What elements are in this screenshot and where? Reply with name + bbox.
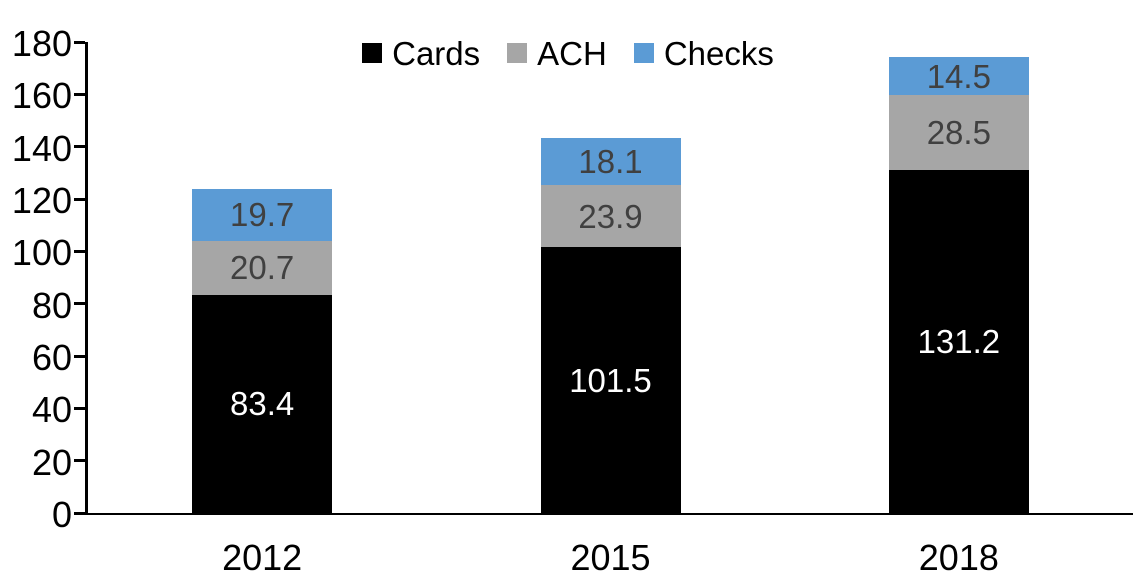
legend-label: Cards bbox=[392, 34, 481, 72]
bar-segment-checks-2015: 18.1 bbox=[540, 137, 681, 185]
y-tick-mark bbox=[74, 354, 85, 358]
y-tick-label: 40 bbox=[31, 389, 72, 431]
y-tick-mark bbox=[74, 511, 85, 515]
y-tick-label: 100 bbox=[11, 232, 72, 274]
x-tick-label: 2012 bbox=[222, 537, 303, 578]
bar-segment-cards-2015: 101.5 bbox=[540, 247, 681, 513]
legend: Cards ACH Checks bbox=[0, 33, 1136, 73]
legend-label: Checks bbox=[663, 34, 774, 72]
y-tick-label: 80 bbox=[31, 284, 72, 326]
legend-swatch-icon bbox=[362, 43, 383, 63]
y-tick-mark bbox=[74, 197, 85, 201]
bar-segment-ach-2015: 23.9 bbox=[540, 184, 681, 248]
legend-item-cards: Cards bbox=[362, 37, 480, 70]
legend-label: ACH bbox=[537, 34, 607, 72]
x-tick-label: 2015 bbox=[570, 537, 651, 578]
y-tick-mark bbox=[74, 40, 85, 44]
bar-value-label: 18.1 bbox=[578, 142, 643, 180]
bar-segment-cards-2012: 83.4 bbox=[192, 294, 333, 513]
y-tick-mark bbox=[74, 249, 85, 253]
y-tick-mark bbox=[74, 145, 85, 149]
bar-value-label: 20.7 bbox=[230, 249, 295, 287]
bar-value-label: 131.2 bbox=[917, 322, 1001, 360]
legend-item-checks: Checks bbox=[633, 34, 774, 72]
y-axis-line bbox=[85, 42, 88, 515]
y-tick-label: 120 bbox=[11, 180, 72, 221]
bar-value-label: 14.5 bbox=[926, 57, 991, 95]
y-tick-label: 180 bbox=[11, 23, 72, 64]
bar-value-label: 23.9 bbox=[578, 197, 643, 235]
bar-segment-checks-2012: 19.7 bbox=[192, 189, 333, 241]
y-tick-label: 0 bbox=[51, 494, 72, 535]
y-tick-mark bbox=[74, 459, 85, 463]
bar-segment-ach-2012: 20.7 bbox=[192, 240, 333, 295]
y-tick-mark bbox=[74, 92, 85, 96]
y-tick-mark bbox=[74, 406, 85, 410]
y-tick-label: 160 bbox=[11, 75, 72, 117]
x-tick-label: 2018 bbox=[918, 537, 999, 578]
y-tick-mark bbox=[74, 302, 85, 306]
bar-value-label: 83.4 bbox=[230, 385, 295, 423]
y-tick-label: 140 bbox=[11, 127, 72, 169]
legend-swatch-icon bbox=[633, 43, 654, 63]
bar-segment-checks-2018: 14.5 bbox=[888, 57, 1029, 96]
bar-segment-ach-2018: 28.5 bbox=[888, 95, 1029, 170]
bar-value-label: 101.5 bbox=[569, 361, 652, 399]
y-tick-label: 20 bbox=[31, 441, 72, 483]
legend-swatch-icon bbox=[507, 43, 528, 63]
bar-value-label: 19.7 bbox=[230, 196, 295, 234]
x-axis-line bbox=[85, 513, 1133, 515]
bar-value-label: 28.5 bbox=[926, 113, 991, 151]
y-tick-label: 60 bbox=[31, 337, 72, 378]
legend-item-ach: ACH bbox=[507, 37, 607, 70]
bar-segment-cards-2018: 131.2 bbox=[888, 169, 1029, 513]
